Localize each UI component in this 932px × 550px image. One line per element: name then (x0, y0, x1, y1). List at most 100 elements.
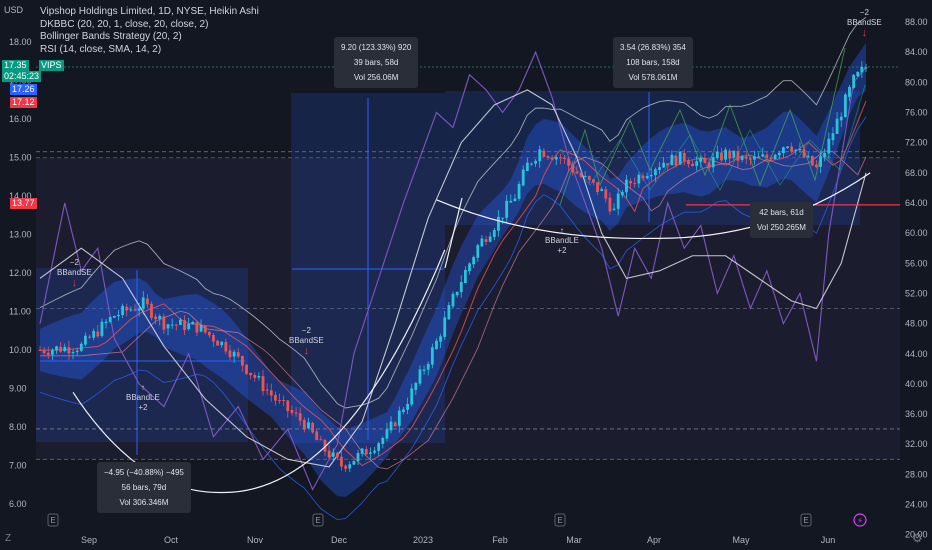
candle-bear (691, 163, 694, 167)
indicator-rsi[interactable]: RSI (14, close, SMA, 14, 2) (40, 43, 162, 55)
candle-bear (145, 298, 149, 305)
candle-bear (604, 189, 608, 199)
candle-bear (290, 410, 294, 413)
candle-bull (459, 281, 463, 293)
candle-bear (236, 352, 240, 357)
candle-bear (633, 183, 637, 185)
candle-bull (662, 162, 666, 168)
signal-long-feb[interactable]: ↑ BBandLE +2 (545, 226, 579, 255)
candle-bull (831, 133, 835, 141)
candle-bull (129, 309, 133, 311)
candle-bear (364, 449, 368, 455)
candle-bull (257, 375, 261, 378)
bolt-icon (853, 513, 867, 527)
measure-bars: 39 bars, 58d (353, 58, 399, 67)
candle-bear (212, 334, 215, 342)
candle-bear (319, 439, 323, 441)
arrow-down-icon: ↓ (71, 277, 78, 289)
candle-bull (397, 410, 401, 426)
candle-bull (84, 335, 87, 345)
rsi-tick-label: 20.00 (905, 530, 928, 540)
candle-bull (414, 382, 418, 391)
rsi-tick-label: 32.00 (905, 439, 928, 449)
candle-bear (183, 320, 186, 331)
signal-short-jun[interactable]: −2 BBandSE ↓ (847, 8, 882, 39)
rsi-tick-label: 28.00 (905, 469, 928, 479)
candle-bear (216, 340, 219, 346)
countdown-tag: 02:45:23 (2, 71, 42, 82)
candle-bear (810, 155, 814, 166)
candle-bull (476, 245, 480, 258)
indicator-bollinger-strategy[interactable]: Bollinger Bands Strategy (20, 2) (40, 31, 182, 42)
price-tick-label: 18.00 (9, 37, 32, 47)
candle-bear (736, 151, 740, 161)
candle-bull (121, 305, 124, 316)
symbol-title[interactable]: Vipshop Holdings Limited, 1D, NYSE, Heik… (40, 6, 259, 17)
measure-bars: 108 bars, 158d (626, 58, 680, 67)
candle-bull (645, 176, 649, 179)
candle-bull (724, 149, 727, 160)
candle-bear (720, 152, 723, 161)
candle-bear (174, 324, 178, 326)
earnings-marker-icon (554, 513, 566, 527)
candle-bull (835, 118, 839, 134)
candle-bear (707, 162, 711, 168)
candle-bear (311, 422, 314, 433)
candle-bear (315, 431, 319, 441)
signal-short-nov[interactable]: −2 BBandSE ↓ (289, 326, 324, 357)
candle-bull (220, 341, 224, 346)
candle-bull (753, 156, 756, 160)
candle-bull (839, 116, 843, 121)
candle-bull (761, 154, 765, 157)
gear-icon[interactable]: ⚙ (912, 531, 923, 545)
price-tick-label: 8.00 (9, 422, 27, 432)
candle-bear (224, 342, 228, 352)
candle-bear (298, 413, 302, 421)
indicator-dkbbc[interactable]: DKBBC (20, 20, 1, close, 20, close, 2) (40, 18, 209, 30)
time-tick-label: May (732, 535, 750, 545)
candle-bull (100, 321, 104, 336)
candle-bear (340, 456, 343, 467)
candle-bear (596, 182, 599, 192)
time-tick-label: Feb (492, 535, 508, 545)
candle-bull (117, 314, 120, 317)
candle-bull (670, 154, 674, 166)
candle-bull (864, 67, 868, 69)
candle-bull (112, 316, 116, 318)
candle-bear (162, 316, 166, 330)
candle-bear (687, 160, 690, 165)
measure-box-apr-jun[interactable]: 42 bars, 61d Vol 250.265M (750, 202, 813, 238)
candle-bull (786, 146, 789, 148)
candle-bull (777, 152, 781, 156)
candle-bull (418, 369, 422, 384)
candle-bull (443, 317, 447, 337)
candle-bull (468, 263, 471, 272)
measure-box-nov-jan[interactable]: 9.20 (123.33%) 920 39 bars, 58d Vol 256.… (334, 37, 419, 88)
timezone-z-label[interactable]: Z (5, 533, 12, 544)
band-upper-tag: 17.26 (10, 84, 37, 95)
candle-bull (637, 174, 641, 184)
candle-bear (269, 390, 273, 396)
candle-bear (59, 346, 63, 352)
candle-bear (563, 157, 566, 160)
measure-rect-sep-oct (36, 268, 248, 442)
candle-bear (203, 325, 207, 333)
candle-bull (348, 464, 352, 469)
signal-long-oct[interactable]: ↑ BBandLE +2 (126, 383, 160, 412)
time-tick-label: Dec (331, 535, 348, 545)
signal-short-sep[interactable]: −2 BBandSE ↓ (57, 258, 92, 289)
candle-bear (666, 163, 670, 166)
candle-bear (327, 450, 331, 458)
candle-bear (261, 376, 265, 392)
candle-bull (827, 138, 831, 154)
measure-box-sep-oct[interactable]: −4.95 (−40.88%) −495 56 bars, 79d Vol 30… (97, 462, 191, 513)
band-lower-tag: 17.12 (10, 97, 37, 108)
measure-box-jan-jun[interactable]: 3.54 (26.83%) 354 108 bars, 158d Vol 578… (613, 37, 693, 88)
candle-bull (715, 151, 719, 159)
candle-bear (278, 399, 281, 401)
candle-bull (501, 217, 504, 219)
candle-bull (352, 460, 356, 465)
rsi-tick-label: 48.00 (905, 319, 928, 329)
moving-average-fast (40, 100, 867, 467)
rsi-tick-label: 64.00 (905, 198, 928, 208)
